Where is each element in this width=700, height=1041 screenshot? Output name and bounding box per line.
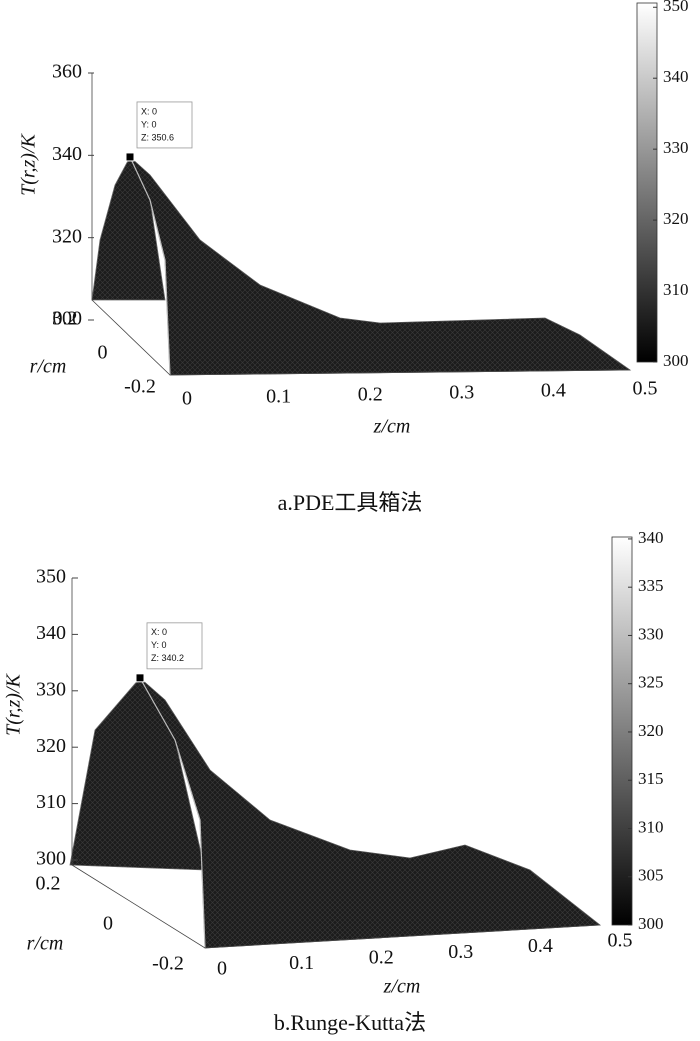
datatip-label: Y: 0: [141, 119, 157, 129]
colorbar-tick-label: 300: [638, 914, 664, 933]
z-tick-label: 300: [36, 848, 66, 870]
caption: a.PDE工具箱法: [278, 490, 423, 515]
r-tick-label: -0.2: [152, 953, 184, 975]
surface: [91, 156, 632, 376]
z-tick-label: 320: [52, 225, 82, 247]
datatip-marker: [125, 152, 135, 162]
r-axis-title: r/cm: [27, 933, 64, 955]
colorbar-tick-label: 320: [663, 209, 689, 228]
datatip-marker: [135, 673, 145, 683]
x-tick-label: 0.4: [541, 380, 566, 402]
colorbar-tick-label: 310: [663, 280, 689, 299]
z-tick-label: 300: [52, 308, 82, 330]
colorbar-tick-label: 340: [663, 67, 689, 86]
r-axis-title: r/cm: [30, 356, 67, 378]
colorbar-tick-label: 310: [638, 817, 664, 836]
z-tick-label: 330: [36, 678, 66, 700]
colorbar-tick-label: 305: [638, 866, 664, 885]
x-axis-title: z/cm: [373, 416, 411, 438]
axis-line: [71, 578, 601, 949]
datatip-label: Z: 340.2: [151, 653, 184, 663]
x-tick-label: 0.3: [448, 941, 473, 963]
x-tick-label: 0.1: [289, 952, 314, 974]
caption: b.Runge-Kutta法: [274, 1010, 426, 1035]
r-tick-label: -0.2: [124, 376, 156, 398]
x-tick-label: 0.3: [449, 382, 474, 404]
x-tick-label: 0.4: [528, 935, 553, 957]
colorbar-tick-label: 325: [638, 673, 664, 692]
x-tick-label: 0.2: [369, 946, 394, 968]
x-tick-label: 0: [217, 958, 227, 980]
z-axis-title: T(r,z)/K: [18, 133, 40, 196]
axis-line: [91, 73, 631, 376]
datatip-box: [146, 622, 203, 670]
x-tick-label: 0.2: [358, 384, 383, 406]
colorbar-tick-label: 320: [638, 721, 664, 740]
colorbar-tick-label: 340: [638, 528, 664, 547]
z-tick-label: 340: [52, 143, 82, 165]
z-axis-title: T(r,z)/K: [3, 673, 25, 736]
x-tick-label: 0.1: [266, 386, 291, 408]
x-tick-label: 0: [182, 388, 192, 410]
x-axis-title: z/cm: [383, 976, 421, 998]
datatip-label: X: 0: [141, 106, 157, 116]
colorbar: [636, 2, 658, 363]
colorbar-tick-label: 335: [638, 576, 664, 595]
x-tick-label: 0.5: [633, 378, 658, 400]
colorbar-tick-label: 330: [638, 624, 664, 643]
z-tick-label: 320: [36, 735, 66, 757]
colorbar: [611, 536, 633, 926]
colorbar-tick-label: 300: [663, 351, 689, 370]
r-tick-label: 0.2: [53, 308, 78, 330]
r-tick-label: 0: [98, 342, 108, 364]
datatip-label: Z: 350.6: [141, 132, 174, 142]
z-tick-label: 350: [36, 566, 66, 588]
datatip-box: [136, 101, 193, 149]
colorbar-tick-label: 350: [663, 0, 689, 15]
z-tick-label: 360: [52, 61, 82, 83]
r-tick-label: 0: [103, 913, 113, 935]
r-tick-label: 0.2: [36, 873, 61, 895]
datatip-label: Y: 0: [151, 640, 167, 650]
colorbar-tick-label: 330: [663, 138, 689, 157]
x-tick-label: 0.5: [608, 930, 633, 952]
colorbar-tick-label: 315: [638, 769, 664, 788]
datatip-label: X: 0: [151, 627, 167, 637]
surface: [69, 677, 602, 949]
z-tick-label: 310: [36, 791, 66, 813]
z-tick-label: 340: [36, 622, 66, 644]
